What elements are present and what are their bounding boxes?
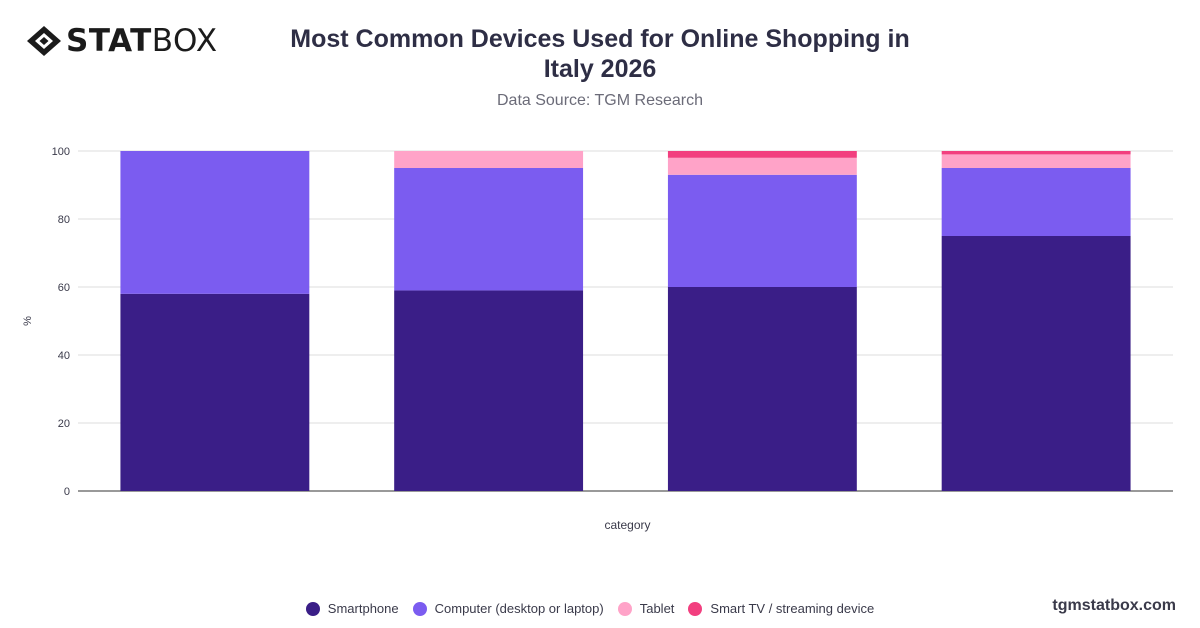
- legend-swatch: [305, 601, 320, 616]
- legend-label: Smartphone: [327, 601, 399, 616]
- legend-item: Smart TV / streaming device: [688, 601, 874, 616]
- legend-swatch: [617, 601, 632, 616]
- y-tick-label: 20: [58, 418, 70, 430]
- logo-light-text: BOX: [151, 23, 218, 59]
- bar-segment: [120, 151, 310, 294]
- legend-item: Computer (desktop or laptop): [412, 601, 604, 616]
- chart-subtitle: Data Source: TGM Research: [496, 92, 703, 109]
- bar-segment: [941, 236, 1131, 491]
- chart-legend: Smartphone Computer (desktop or laptop) Ta…: [0, 601, 1200, 616]
- y-axis-label: %: [22, 316, 34, 326]
- legend-label: Computer (desktop or laptop): [434, 601, 604, 616]
- legend-swatch: [688, 601, 703, 616]
- legend-items: Smartphone Computer (desktop or laptop) Ta…: [305, 601, 874, 616]
- logo-bold-text: STAT: [66, 23, 152, 59]
- bar-segment: [941, 151, 1131, 155]
- y-tick-label: 100: [52, 146, 70, 158]
- bar-segment: [120, 293, 310, 491]
- y-tick-label: 80: [58, 214, 70, 226]
- chart-title-line-2: Italy 2026: [543, 55, 657, 83]
- chart-title-line-1: Most Common Devices Used for Online Shop…: [290, 25, 910, 53]
- logo-wordmark: STATBOX: [66, 24, 218, 58]
- bar-segment: [667, 157, 857, 175]
- diamond-logo-icon: [27, 26, 61, 56]
- legend-swatch: [412, 601, 427, 616]
- watermark: tgmstatbox.com: [1052, 597, 1176, 614]
- legend-item: Smartphone: [305, 601, 399, 616]
- legend-label: Tablet: [639, 601, 675, 616]
- bar-segment: [394, 290, 584, 491]
- chart-title: Most Common Devices Used for Online Shop…: [250, 24, 950, 84]
- statbox-logo: STATBOX: [26, 24, 218, 58]
- legend-label: Smart TV / streaming device: [710, 601, 875, 616]
- bar-segment: [394, 151, 584, 168]
- bar-segment: [667, 174, 857, 287]
- bar-segment: [941, 154, 1131, 168]
- y-tick-label: 60: [58, 282, 70, 294]
- bar-segment: [941, 168, 1131, 236]
- x-axis-label: category: [604, 518, 650, 532]
- y-tick-label: 40: [58, 350, 70, 362]
- y-tick-label: 0: [64, 486, 70, 498]
- bar-segment: [667, 287, 857, 491]
- legend-item: Tablet: [617, 601, 675, 616]
- bar-segment: [394, 168, 584, 291]
- bar-segment: [667, 151, 857, 158]
